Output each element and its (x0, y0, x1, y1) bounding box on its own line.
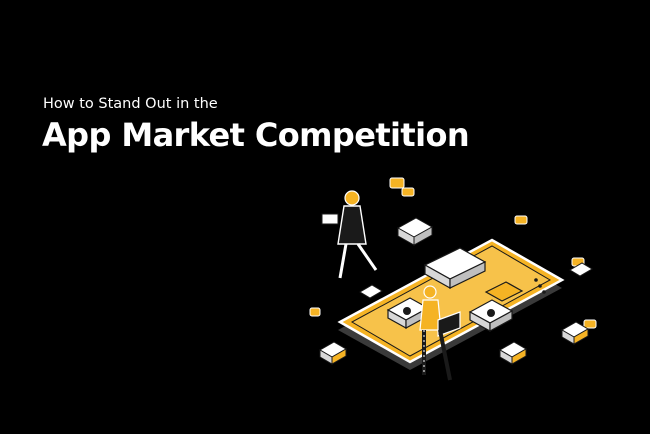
banner-title: App Market Competition (42, 116, 470, 154)
isometric-smartphone-app-market-icon (309, 177, 597, 381)
banner-subtitle: How to Stand Out in the (43, 96, 218, 112)
